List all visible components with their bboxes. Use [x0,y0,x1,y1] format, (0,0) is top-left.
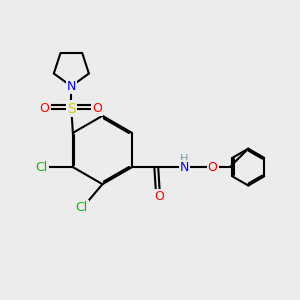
Text: O: O [208,160,218,174]
Text: H: H [180,154,188,164]
Text: O: O [40,102,50,115]
Text: O: O [92,102,102,115]
Text: Cl: Cl [35,160,48,174]
Text: S: S [67,101,76,116]
Text: N: N [180,160,189,174]
Text: N: N [67,80,76,93]
Text: Cl: Cl [76,202,88,214]
Text: O: O [155,190,165,203]
